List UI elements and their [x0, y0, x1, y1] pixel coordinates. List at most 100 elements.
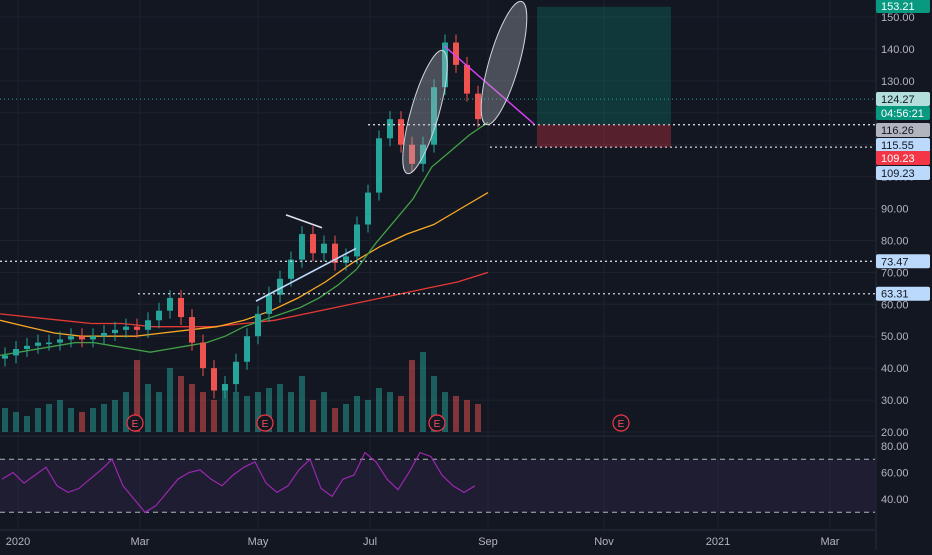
candle-body — [68, 336, 74, 340]
candle-body — [266, 294, 272, 314]
y-tick-label: 70.00 — [881, 267, 909, 279]
volume-bar — [79, 412, 85, 432]
candle-body — [57, 339, 63, 343]
candle-body — [101, 333, 107, 337]
volume-bar — [101, 404, 107, 432]
y-tick-label: 20.00 — [881, 427, 909, 439]
volume-bar — [112, 400, 118, 432]
candle-body — [178, 297, 184, 318]
y-tick-label: 90.00 — [881, 204, 909, 216]
volume-bar — [13, 412, 19, 432]
candle-body — [79, 336, 85, 340]
volume-bar — [178, 376, 184, 432]
candle-body — [288, 259, 294, 279]
price-tag — [876, 106, 930, 120]
candle-body — [112, 329, 118, 334]
y-tick-label: 80.00 — [881, 235, 909, 247]
price-tag-label: 115.55 — [881, 140, 914, 152]
price-tag — [876, 254, 930, 269]
candle-body — [475, 93, 481, 120]
x-tick-label: May — [248, 536, 269, 548]
volume-bars — [2, 352, 481, 432]
downtrend-line — [443, 45, 535, 125]
volume-bar — [134, 360, 140, 432]
price-tag — [876, 151, 930, 165]
price-tag — [876, 286, 930, 301]
triangle-upper-line — [285, 214, 323, 229]
volume-bar — [266, 388, 272, 432]
volume-bar — [90, 408, 96, 432]
oscillator-y-tick-label: 60.00 — [881, 468, 909, 480]
oscillator-pane — [0, 451, 875, 514]
volume-bar — [299, 376, 305, 432]
volume-bar — [211, 400, 217, 432]
triangle-lower-line — [255, 247, 357, 302]
candle-body — [321, 243, 327, 254]
y-tick-label: 30.00 — [881, 395, 909, 407]
y-tick-label: 130.00 — [881, 76, 915, 88]
oscillator-y-tick-label: 80.00 — [881, 441, 909, 453]
candle-body — [145, 320, 151, 330]
volume-bar — [46, 404, 52, 432]
earnings-marker-label: E — [434, 419, 441, 430]
ma-orange-line — [0, 192, 489, 337]
horizontal-levels — [0, 98, 875, 295]
volume-bar — [244, 396, 250, 432]
ma-green-line — [0, 121, 489, 357]
y-tick-label: 40.00 — [881, 363, 909, 375]
price-tag — [876, 123, 930, 137]
candle-body — [409, 144, 415, 164]
candle-body — [211, 368, 217, 391]
volume-bar — [222, 384, 228, 432]
volume-bar — [354, 396, 360, 432]
earnings-marker-label: E — [262, 419, 269, 430]
highlight-ellipse — [402, 49, 448, 175]
price-tag-label: 63.31 — [881, 289, 909, 301]
candle-body — [24, 345, 30, 349]
volume-bar — [431, 376, 437, 432]
price-tag-label: 04:56:21 — [881, 108, 924, 120]
volume-bar — [68, 408, 74, 432]
earnings-marker-label: E — [132, 419, 139, 430]
x-tick-label: 2020 — [6, 536, 30, 548]
position-target-zone — [537, 6, 671, 125]
price-tags: 153.21124.2704:56:21116.26115.55109.2310… — [876, 0, 930, 301]
candle-body — [13, 349, 19, 356]
candle-body — [134, 326, 140, 330]
price-tag-label: 109.23 — [881, 168, 915, 180]
volume-bar — [321, 392, 327, 432]
volume-bar — [255, 392, 261, 432]
volume-bar — [365, 400, 371, 432]
volume-bar — [464, 400, 470, 432]
volume-bar — [343, 404, 349, 432]
candle-body — [2, 355, 8, 359]
candle-body — [244, 336, 250, 362]
candle-body — [343, 256, 349, 263]
price-tag-label: 109.23 — [881, 153, 915, 165]
oscillator-y-tick-label: 40.00 — [881, 494, 909, 506]
price-tag — [876, 0, 930, 13]
earnings-marker-label: E — [618, 419, 625, 430]
y-axis: 150.00140.00130.00120.00110.00100.0090.0… — [875, 0, 915, 550]
candle-body — [35, 342, 41, 346]
volume-bar — [288, 392, 294, 432]
volume-bar — [200, 392, 206, 432]
candle-body — [442, 42, 448, 88]
y-tick-label: 50.00 — [881, 331, 909, 343]
price-tag-label: 116.26 — [881, 125, 914, 137]
volume-bar — [189, 384, 195, 432]
x-tick-label: Sep — [478, 536, 498, 548]
candle-body — [398, 119, 404, 145]
position-stop-zone — [537, 124, 671, 148]
earnings-marker — [256, 414, 274, 432]
candle-body — [420, 144, 426, 164]
price-tag — [876, 92, 930, 106]
candle-body — [123, 326, 129, 330]
candle-body — [222, 384, 228, 391]
price-tag-label: 153.21 — [881, 1, 915, 13]
volume-bar — [442, 392, 448, 432]
x-axis: 2020 Mar May Jul Sep Nov 2021 Mar — [0, 529, 875, 548]
moving-averages — [0, 121, 489, 357]
